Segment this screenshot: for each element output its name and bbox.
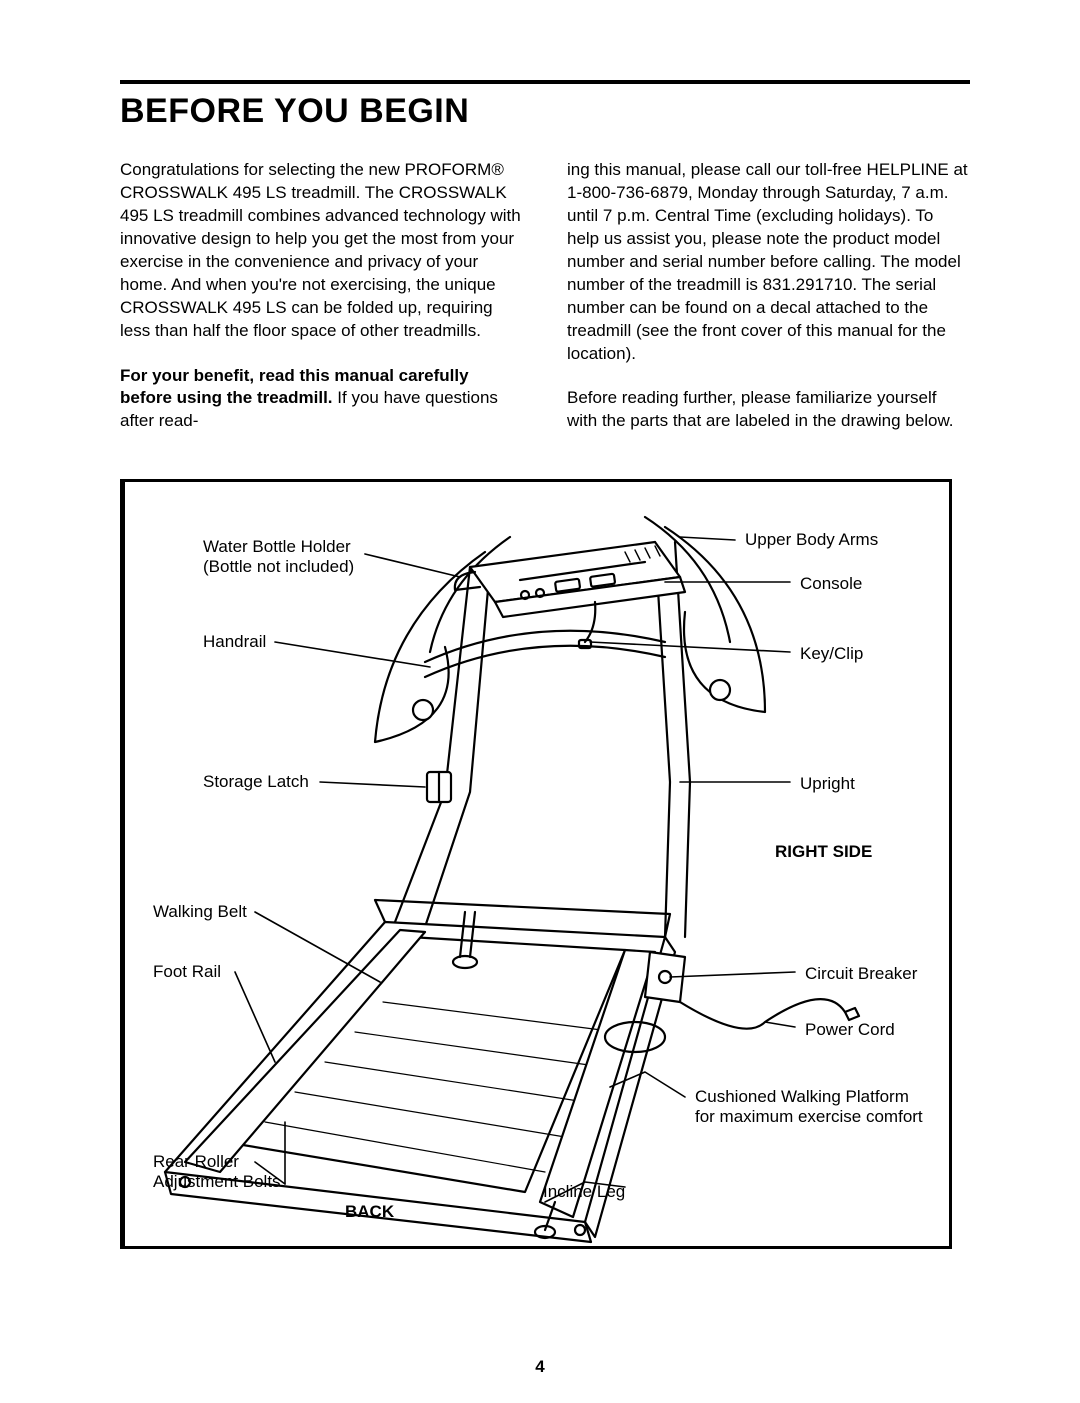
para-right-2: Before reading further, please familiari…: [567, 387, 970, 433]
label-water-bottle-1: Water Bottle Holder: [203, 537, 351, 557]
column-right: ing this manual, please call our toll-fr…: [567, 159, 970, 455]
label-upper-body: Upper Body Arms: [745, 530, 878, 550]
label-circuit-breaker: Circuit Breaker: [805, 964, 917, 984]
body-columns: Congratulations for selecting the new PR…: [120, 159, 970, 455]
column-left: Congratulations for selecting the new PR…: [120, 159, 523, 455]
label-handrail: Handrail: [203, 632, 266, 652]
label-walking-belt: Walking Belt: [153, 902, 247, 922]
para-left-2: For your benefit, read this manual caref…: [120, 365, 523, 434]
label-console: Console: [800, 574, 862, 594]
treadmill-illustration: [125, 482, 952, 1249]
label-water-bottle-2: (Bottle not included): [203, 557, 354, 577]
label-foot-rail: Foot Rail: [153, 962, 221, 982]
para-left-1: Congratulations for selecting the new PR…: [120, 159, 523, 343]
page-title: BEFORE YOU BEGIN: [120, 92, 970, 131]
label-cushioned-1: Cushioned Walking Platform: [695, 1087, 909, 1107]
label-cushioned-2: for maximum exercise comfort: [695, 1107, 923, 1127]
label-key-clip: Key/Clip: [800, 644, 863, 664]
label-rear-roller-1: Rear Roller: [153, 1152, 239, 1172]
manual-page: BEFORE YOU BEGIN Congratulations for sel…: [0, 0, 1080, 1403]
label-right-side: RIGHT SIDE: [775, 842, 872, 862]
rule-top: [120, 80, 970, 84]
label-back: BACK: [345, 1202, 394, 1222]
para-right-1: ing this manual, please call our toll-fr…: [567, 159, 970, 365]
label-power-cord: Power Cord: [805, 1020, 895, 1040]
parts-diagram: Water Bottle Holder (Bottle not included…: [120, 479, 952, 1249]
label-incline-leg: Incline Leg: [543, 1182, 625, 1202]
label-rear-roller-2: Adjustment Bolts: [153, 1172, 281, 1192]
label-upright: Upright: [800, 774, 855, 794]
page-number: 4: [0, 1357, 1080, 1377]
label-storage-latch: Storage Latch: [203, 772, 309, 792]
